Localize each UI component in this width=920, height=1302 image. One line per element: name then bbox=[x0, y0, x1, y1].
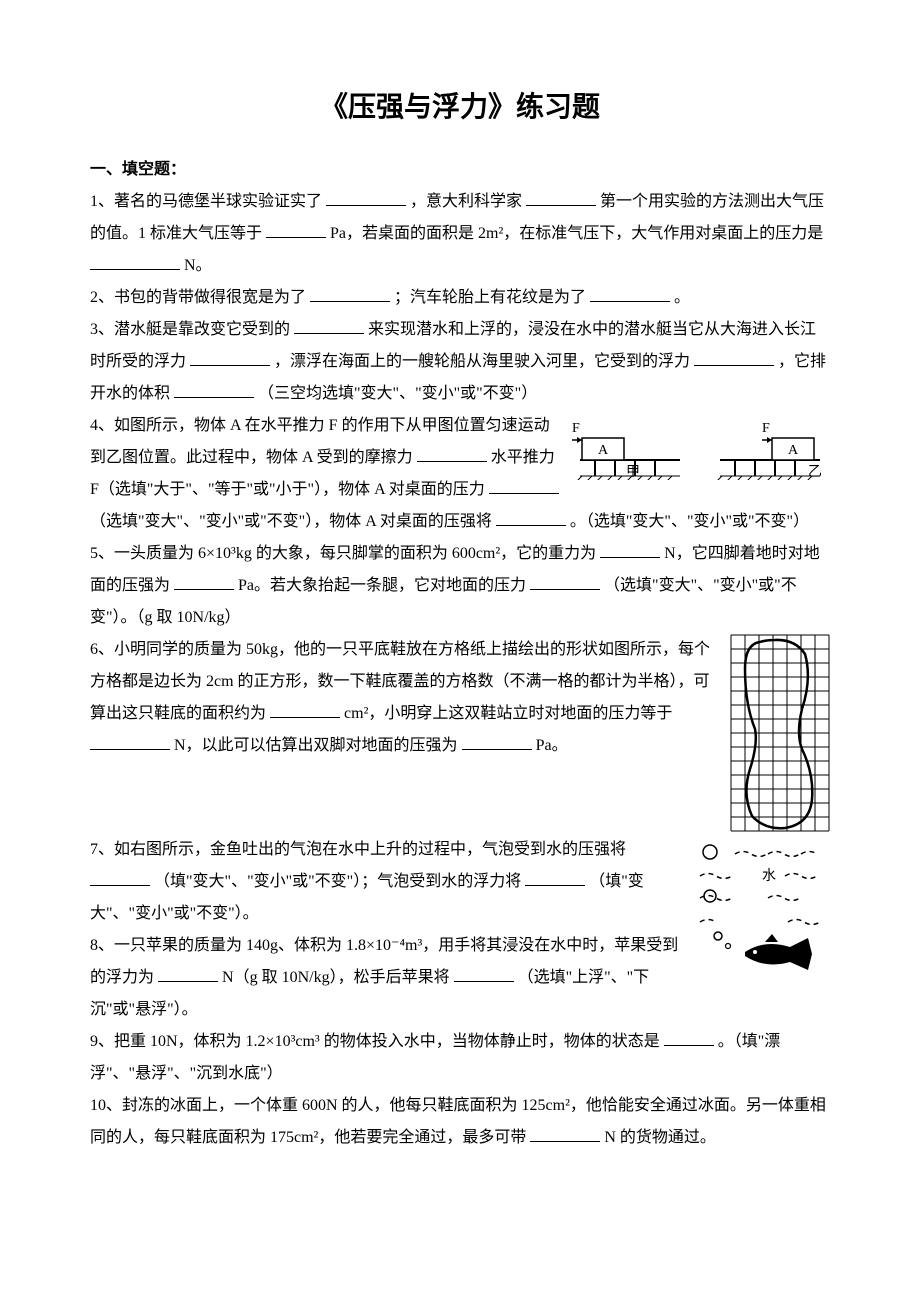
q7-water-label: 水 bbox=[762, 868, 776, 884]
q4-text-3: （选填"变大"、"变小"或"不变"），物体 A 对桌面的压强将 bbox=[90, 513, 492, 530]
q2-text-1: 2、书包的背带做得很宽是为了 bbox=[90, 289, 306, 306]
q4-label-F-left: F bbox=[572, 421, 580, 436]
page-root: 《压强与浮力》练习题 一、填空题： 1、著名的马德堡半球实验证实了 ，意大利科学… bbox=[0, 0, 920, 1302]
q4-label-A-left: A bbox=[598, 443, 609, 458]
q3-blank-3[interactable] bbox=[694, 349, 774, 366]
q1-blank-3[interactable] bbox=[266, 221, 326, 238]
q5-blank-3[interactable] bbox=[530, 573, 600, 590]
q4-blank-2[interactable] bbox=[489, 477, 559, 494]
section-heading: 一、填空题： bbox=[90, 154, 830, 186]
q6-blank-3[interactable] bbox=[462, 733, 532, 750]
q4-blank-3[interactable] bbox=[496, 509, 566, 526]
q3-text-1: 3、潜水艇是靠改变它受到的 bbox=[90, 321, 290, 338]
q4-blank-1[interactable] bbox=[417, 445, 487, 462]
q4-text-4: 。（选填"变大"、"变小"或"不变"） bbox=[570, 513, 809, 530]
question-1: 1、著名的马德堡半球实验证实了 ，意大利科学家 第一个用实验的方法测出大气压的值… bbox=[90, 186, 830, 282]
q1-text-2: ，意大利科学家 bbox=[410, 193, 522, 210]
question-7: 水 7、如右图所示，金鱼吐出的气泡在水中上升的过程中，气泡受到水的压强将 （填"… bbox=[90, 834, 830, 930]
question-6: 6、小明同学的质量为 50kg，他的一只平底鞋放在方格纸上描绘出的形状如图所示，… bbox=[90, 634, 830, 834]
q3-blank-1[interactable] bbox=[294, 317, 364, 334]
q7-blank-2[interactable] bbox=[525, 869, 585, 886]
q6-blank-1[interactable] bbox=[270, 701, 340, 718]
q4-label-right: 乙 bbox=[808, 464, 822, 480]
q7-text-2: （填"变大"、"变小"或"不变"）；气泡受到水的浮力将 bbox=[154, 873, 521, 890]
question-9: 9、把重 10N，体积为 1.2×10³cm³ 的物体投入水中，当物体静止时，物… bbox=[90, 1026, 830, 1090]
q7-figure: 水 bbox=[690, 834, 830, 974]
q1-blank-4[interactable] bbox=[90, 253, 180, 270]
q5-text-3: Pa。若大象抬起一条腿，它对地面的压力 bbox=[238, 577, 526, 594]
q1-text-4: Pa，若桌面的面积是 2m²，在标准气压下，大气作用对桌面上的压力是 bbox=[330, 225, 823, 242]
q5-blank-1[interactable] bbox=[600, 541, 660, 558]
q6-text-3: N，以此可以估算出双脚对地面的压强为 bbox=[174, 737, 458, 754]
question-2: 2、书包的背带做得很宽是为了 ；汽车轮胎上有花纹是为了 。 bbox=[90, 282, 830, 314]
q3-blank-2[interactable] bbox=[190, 349, 270, 366]
q1-text-1: 1、著名的马德堡半球实验证实了 bbox=[90, 193, 322, 210]
q1-blank-1[interactable] bbox=[326, 189, 406, 206]
q3-text-5: （三空均选填"变大"、"变小"或"不变"） bbox=[258, 385, 537, 402]
q2-blank-2[interactable] bbox=[590, 285, 670, 302]
q2-text-2: ；汽车轮胎上有花纹是为了 bbox=[394, 289, 586, 306]
q2-text-3: 。 bbox=[674, 289, 690, 306]
page-title: 《压强与浮力》练习题 bbox=[90, 80, 830, 136]
q5-blank-2[interactable] bbox=[174, 573, 234, 590]
q8-blank-1[interactable] bbox=[158, 965, 218, 982]
question-4: A F 甲 bbox=[90, 410, 830, 538]
q10-text-2: N 的货物通过。 bbox=[604, 1129, 716, 1146]
q6-figure bbox=[730, 634, 830, 834]
q6-text-4: Pa。 bbox=[536, 737, 568, 754]
q7-blank-1[interactable] bbox=[90, 869, 150, 886]
q4-label-left: 甲 bbox=[626, 465, 640, 480]
question-5: 5、一头质量为 6×10³kg 的大象，每只脚掌的面积为 600cm²，它的重力… bbox=[90, 538, 830, 634]
q1-blank-2[interactable] bbox=[526, 189, 596, 206]
q7-text-1: 7、如右图所示，金鱼吐出的气泡在水中上升的过程中，气泡受到水的压强将 bbox=[90, 841, 626, 858]
q9-blank-1[interactable] bbox=[664, 1029, 714, 1046]
q8-blank-2[interactable] bbox=[454, 965, 514, 982]
q9-text-1: 9、把重 10N，体积为 1.2×10³cm³ 的物体投入水中，当物体静止时，物… bbox=[90, 1033, 660, 1050]
q3-text-3: ，漂浮在海面上的一艘轮船从海里驶入河里，它受到的浮力 bbox=[274, 353, 690, 370]
q5-text-1: 5、一头质量为 6×10³kg 的大象，每只脚掌的面积为 600cm²，它的重力… bbox=[90, 545, 596, 562]
q6-blank-2[interactable] bbox=[90, 733, 170, 750]
q6-text-2: cm²，小明穿上这双鞋站立时对地面的压力等于 bbox=[344, 705, 672, 722]
q2-blank-1[interactable] bbox=[310, 285, 390, 302]
q8-text-2: N（g 取 10N/kg），松手后苹果将 bbox=[222, 969, 450, 986]
question-3: 3、潜水艇是靠改变它受到的 来实现潜水和上浮的，浸没在水中的潜水艇当它从大海进入… bbox=[90, 314, 830, 410]
q4-figure: A F 甲 bbox=[570, 410, 830, 480]
q4-label-A-right: A bbox=[788, 443, 799, 458]
question-10: 10、封冻的冰面上，一个体重 600N 的人，他每只鞋底面积为 125cm²，他… bbox=[90, 1090, 830, 1154]
q3-blank-4[interactable] bbox=[174, 381, 254, 398]
q10-blank-1[interactable] bbox=[530, 1125, 600, 1142]
q1-text-5: N。 bbox=[184, 257, 212, 274]
q4-label-F-right: F bbox=[762, 421, 770, 436]
